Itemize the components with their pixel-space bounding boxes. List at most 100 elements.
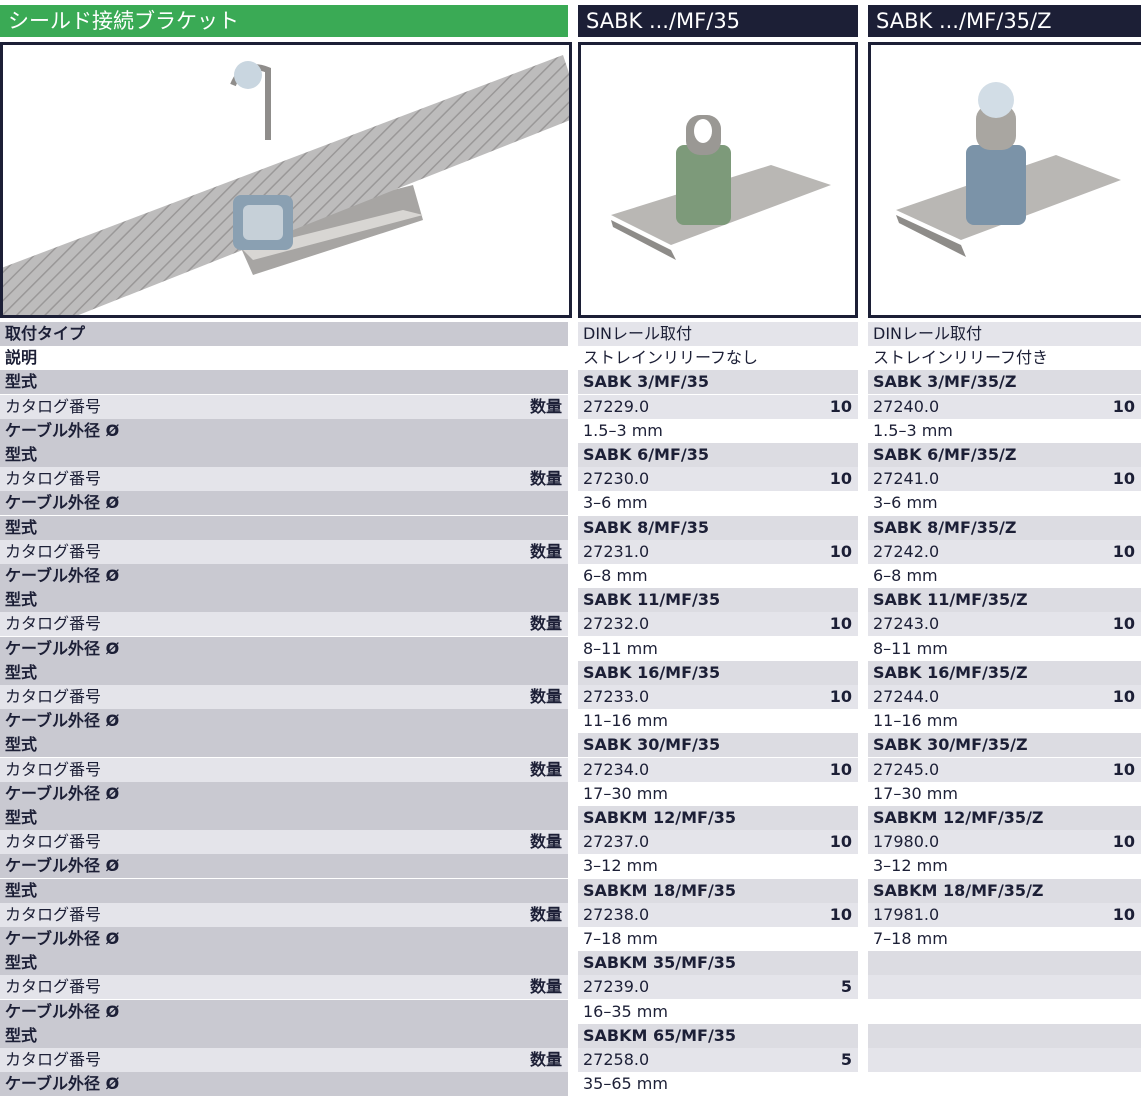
type: SABKM 18/MF/35/Z	[868, 879, 1141, 903]
cable-diameter: 3–6 mm	[578, 491, 858, 515]
label: 型式	[0, 661, 568, 685]
type: SABKM 12/MF/35/Z	[868, 806, 1141, 830]
quantity: 数量	[529, 469, 562, 488]
type	[868, 951, 1141, 975]
catalog-number: 27233.0 10	[578, 685, 858, 709]
type: SABK 11/MF/35/Z	[868, 588, 1141, 612]
catalog-number: 27229.0 10	[578, 395, 858, 419]
catalog-number: 17980.0 10	[868, 830, 1141, 854]
cable-diameter: 8–11 mm	[578, 637, 858, 661]
label: 型式	[0, 1024, 568, 1048]
label: 型式	[0, 516, 568, 540]
photo-drawing	[0, 55, 583, 345]
label: 型式	[0, 443, 568, 467]
quantity: 10	[829, 760, 852, 779]
label: カタログ番号 数量	[0, 830, 568, 854]
cable-diameter: 3–12 mm	[578, 854, 858, 878]
cable-diameter: 1.5–3 mm	[868, 419, 1141, 443]
cable-diameter: 8–11 mm	[868, 637, 1141, 661]
label: ケーブル外径 Ø	[0, 564, 568, 588]
quantity: 10	[829, 542, 852, 561]
catalog-number: 17981.0 10	[868, 903, 1141, 927]
label: 型式	[0, 370, 568, 394]
label: 説明	[0, 346, 568, 370]
quantity: 5	[840, 977, 852, 996]
product-photo	[578, 42, 858, 318]
label: カタログ番号 数量	[0, 540, 568, 564]
quantity: 10	[1112, 760, 1135, 779]
label: 取付タイプ	[0, 322, 568, 346]
catalog-number: 27241.0 10	[868, 467, 1141, 491]
type	[868, 1024, 1141, 1048]
quantity: 10	[1112, 687, 1135, 706]
cable-diameter	[868, 1072, 1141, 1096]
catalog-number: 27240.0 10	[868, 395, 1141, 419]
column-title: SABK .../MF/35	[578, 5, 858, 37]
cable-diameter: 7–18 mm	[578, 927, 858, 951]
mount-type: DINレール取付	[868, 322, 1141, 346]
quantity: 10	[1112, 614, 1135, 633]
label: 型式	[0, 588, 568, 612]
type: SABK 3/MF/35/Z	[868, 370, 1141, 394]
cable-diameter: 17–30 mm	[868, 782, 1141, 806]
label: カタログ番号 数量	[0, 395, 568, 419]
column-title: SABK .../MF/35/Z	[868, 5, 1141, 37]
type: SABKM 65/MF/35	[578, 1024, 858, 1048]
section-title: シールド接続ブラケット	[0, 5, 568, 37]
cable-diameter: 6–8 mm	[578, 564, 858, 588]
cable-diameter: 11–16 mm	[578, 709, 858, 733]
quantity: 10	[829, 397, 852, 416]
label: ケーブル外径 Ø	[0, 1000, 568, 1024]
label: ケーブル外径 Ø	[0, 419, 568, 443]
quantity: 10	[1112, 905, 1135, 924]
catalog-number: 27238.0 10	[578, 903, 858, 927]
catalog-number: 27244.0 10	[868, 685, 1141, 709]
cable-diameter	[868, 1000, 1141, 1024]
description: ストレインリリーフなし	[578, 346, 858, 370]
catalog-number: 27237.0 10	[578, 830, 858, 854]
quantity: 10	[829, 614, 852, 633]
cable-diameter: 3–6 mm	[868, 491, 1141, 515]
photo-drawing	[896, 82, 1121, 257]
type: SABKM 35/MF/35	[578, 951, 858, 975]
type: SABK 8/MF/35/Z	[868, 516, 1141, 540]
catalog-number: 27242.0 10	[868, 540, 1141, 564]
label: 型式	[0, 733, 568, 757]
cable-diameter: 3–12 mm	[868, 854, 1141, 878]
label: ケーブル外径 Ø	[0, 637, 568, 661]
catalog-number	[868, 1048, 1141, 1072]
quantity: 数量	[529, 542, 562, 561]
product-photo	[868, 42, 1141, 318]
cable-diameter: 11–16 mm	[868, 709, 1141, 733]
label: ケーブル外径 Ø	[0, 709, 568, 733]
cable-diameter: 35–65 mm	[578, 1072, 858, 1096]
quantity: 10	[1112, 832, 1135, 851]
quantity: 10	[829, 832, 852, 851]
quantity: 10	[1112, 542, 1135, 561]
catalog-number: 27234.0 10	[578, 758, 858, 782]
quantity: 数量	[529, 905, 562, 924]
type: SABK 6/MF/35	[578, 443, 858, 467]
catalog-number: 27230.0 10	[578, 467, 858, 491]
quantity: 数量	[529, 977, 562, 996]
description: ストレインリリーフ付き	[868, 346, 1141, 370]
quantity: 数量	[529, 687, 562, 706]
quantity: 数量	[529, 1050, 562, 1069]
label: カタログ番号 数量	[0, 975, 568, 999]
type: SABK 30/MF/35	[578, 733, 858, 757]
catalog-number	[868, 975, 1141, 999]
type: SABKM 18/MF/35	[578, 879, 858, 903]
catalog-number: 27232.0 10	[578, 612, 858, 636]
label: ケーブル外径 Ø	[0, 491, 568, 515]
label: カタログ番号 数量	[0, 1048, 568, 1072]
type: SABK 6/MF/35/Z	[868, 443, 1141, 467]
quantity: 10	[829, 469, 852, 488]
type: SABK 30/MF/35/Z	[868, 733, 1141, 757]
quantity: 10	[829, 905, 852, 924]
type: SABK 3/MF/35	[578, 370, 858, 394]
label: カタログ番号 数量	[0, 685, 568, 709]
label: カタログ番号 数量	[0, 612, 568, 636]
cable-diameter: 16–35 mm	[578, 1000, 858, 1024]
label: ケーブル外径 Ø	[0, 854, 568, 878]
